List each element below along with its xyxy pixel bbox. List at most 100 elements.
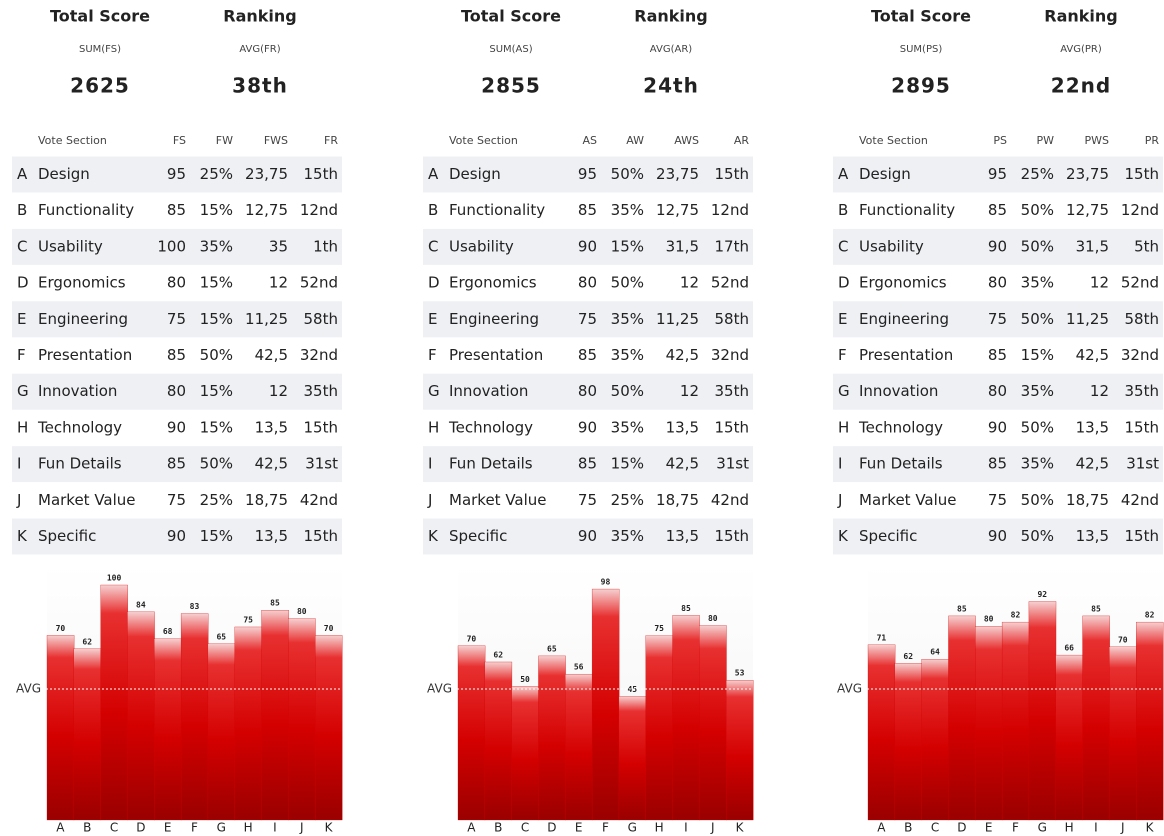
- row-cell: 80: [988, 274, 1007, 292]
- row-label: Specific: [859, 527, 917, 545]
- bar: [288, 618, 316, 821]
- row-cell: 50%: [1021, 237, 1054, 255]
- bar-value-label: 62: [903, 652, 913, 661]
- x-tick-label: K: [736, 821, 745, 835]
- row-letter: H: [428, 418, 439, 436]
- avg-label: AVG: [427, 682, 452, 696]
- bar-value-label: 71: [877, 633, 887, 642]
- row-cell: 15th: [1125, 418, 1159, 436]
- row-cell: 35%: [611, 418, 644, 436]
- summary-formula: SUM(PS): [900, 44, 943, 55]
- row-cell: 85: [167, 346, 186, 364]
- row-cell: 58th: [304, 310, 338, 328]
- row-letter: I: [838, 455, 842, 473]
- row-cell: 35th: [715, 382, 749, 400]
- bar: [1136, 621, 1164, 821]
- row-letter: D: [17, 274, 29, 292]
- row-cell: 11,25: [1066, 310, 1109, 328]
- summary-formula: AVG(AR): [650, 44, 692, 55]
- row-cell: 42,5: [666, 455, 699, 473]
- row-label: Usability: [38, 237, 103, 255]
- row-cell: 35%: [611, 201, 644, 219]
- row-cell: 75: [988, 491, 1007, 509]
- row-cell: 75: [167, 491, 186, 509]
- row-cell: 90: [578, 527, 597, 545]
- row-label: Innovation: [449, 382, 528, 400]
- bar-value-label: 65: [216, 632, 226, 641]
- row-cell: 85: [578, 201, 597, 219]
- row-label: Ergonomics: [859, 274, 947, 292]
- bar: [1001, 621, 1030, 821]
- row-label: Functionality: [859, 201, 955, 219]
- row-background: [833, 373, 1163, 410]
- row-cell: 12nd: [1121, 201, 1159, 219]
- row-label: Fun Details: [449, 455, 533, 473]
- summary-formula: AVG(FR): [239, 44, 280, 55]
- row-cell: 15th: [715, 165, 749, 183]
- column-header: AS: [582, 134, 597, 147]
- row-cell: 13,5: [1076, 527, 1109, 545]
- bar-value-label: 80: [297, 607, 307, 616]
- row-cell: 80: [988, 382, 1007, 400]
- summary-title: Total Score: [871, 7, 971, 26]
- row-label: Technology: [37, 418, 122, 436]
- row-cell: 58th: [1125, 310, 1159, 328]
- summary-title: Ranking: [1044, 7, 1117, 26]
- row-cell: 12: [1090, 382, 1109, 400]
- row-cell: 50%: [200, 346, 233, 364]
- bar-value-label: 70: [467, 634, 477, 643]
- x-tick-label: F: [1012, 821, 1019, 835]
- row-cell: 95: [988, 165, 1007, 183]
- row-cell: 25%: [200, 491, 233, 509]
- summary-formula: SUM(AS): [489, 44, 532, 55]
- row-letter: K: [17, 527, 28, 545]
- row-label: Innovation: [38, 382, 117, 400]
- summary-value: 2895: [891, 74, 951, 98]
- x-tick-label: J: [1120, 821, 1125, 835]
- row-cell: 50%: [1021, 310, 1054, 328]
- row-cell: 15th: [715, 527, 749, 545]
- row-cell: 15th: [715, 418, 749, 436]
- row-cell: 42,5: [255, 346, 288, 364]
- bar-value-label: 50: [520, 675, 530, 684]
- row-cell: 31st: [305, 455, 338, 473]
- row-background: [12, 301, 342, 338]
- row-background: [423, 156, 753, 193]
- x-tick-label: E: [164, 821, 172, 835]
- row-cell: 18,75: [1066, 491, 1109, 509]
- row-cell: 15th: [304, 165, 338, 183]
- row-label: Functionality: [38, 201, 134, 219]
- row-label: Engineering: [859, 310, 949, 328]
- column-header: AR: [734, 134, 750, 147]
- bar: [1109, 646, 1137, 821]
- column-header: Vote Section: [38, 134, 107, 147]
- bar: [484, 661, 513, 821]
- bar-value-label: 80: [984, 615, 994, 624]
- bar: [975, 626, 1003, 821]
- row-cell: 35th: [1125, 382, 1159, 400]
- x-tick-label: C: [110, 821, 118, 835]
- bar: [618, 696, 647, 821]
- x-tick-label: H: [244, 821, 253, 835]
- row-cell: 50%: [200, 455, 233, 473]
- row-cell: 52nd: [1121, 274, 1159, 292]
- x-tick-label: I: [273, 821, 277, 835]
- x-tick-label: F: [602, 821, 609, 835]
- row-cell: 35%: [1021, 455, 1054, 473]
- row-cell: 11,25: [245, 310, 288, 328]
- row-cell: 15th: [1125, 165, 1159, 183]
- row-cell: 85: [988, 201, 1007, 219]
- row-background: [833, 228, 1163, 265]
- row-cell: 15%: [611, 455, 644, 473]
- row-letter: G: [428, 382, 440, 400]
- row-cell: 52nd: [300, 274, 338, 292]
- bar: [154, 638, 182, 821]
- bar: [234, 626, 262, 821]
- row-cell: 32nd: [1121, 346, 1159, 364]
- row-cell: 80: [578, 382, 597, 400]
- x-tick-label: J: [299, 821, 304, 835]
- row-cell: 85: [167, 201, 186, 219]
- row-cell: 80: [578, 274, 597, 292]
- x-tick-label: J: [710, 821, 715, 835]
